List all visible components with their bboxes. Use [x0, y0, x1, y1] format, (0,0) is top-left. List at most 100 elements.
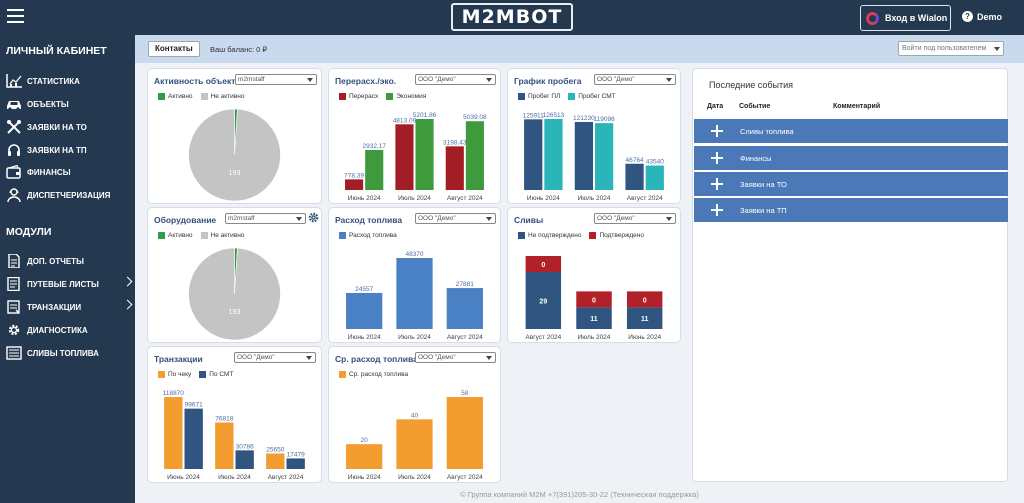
sidebar-item-label: ЗАЯВКИ НА ТО: [27, 122, 87, 132]
event-row-maintenance[interactable]: Заявки на ТО: [694, 172, 1008, 196]
fuel-company-select[interactable]: ООО "Демо": [415, 213, 496, 224]
bar-value-label: 5201.86: [413, 112, 437, 119]
bar-value-label: 121230: [573, 115, 595, 122]
plus-icon[interactable]: [711, 125, 723, 137]
column-header-comment: Комментарий: [833, 103, 881, 110]
activity-pie-chart: 193: [188, 108, 281, 202]
legend-item[interactable]: Не активно: [200, 93, 244, 100]
menu-icon[interactable]: [7, 9, 24, 23]
chevron-down-icon: [296, 217, 302, 221]
legend-item[interactable]: По СМТ: [199, 371, 233, 378]
select-value: ООО "Демо": [418, 215, 456, 222]
settings-gear-icon[interactable]: [308, 212, 319, 223]
contacts-button[interactable]: Контакты: [148, 41, 200, 57]
chevron-down-icon: [666, 217, 672, 221]
overspend-company-select[interactable]: ООО "Демо": [415, 74, 496, 85]
bar-value-label: 126513: [543, 112, 565, 119]
bar: [365, 149, 384, 190]
bar: [346, 292, 383, 329]
avg-fuel-company-select[interactable]: ООО "Демо": [415, 352, 496, 363]
legend-item[interactable]: Пробег ПЛ: [518, 93, 560, 100]
chart-legend: По чеку По СМТ: [158, 371, 233, 378]
legend-item[interactable]: Активно: [158, 232, 193, 239]
legend-label: Ср. расход топлива: [349, 371, 409, 378]
wialon-login-button[interactable]: Вход в Wialon: [860, 5, 951, 31]
sidebar-item-support[interactable]: ЗАЯВКИ НА ТП: [6, 141, 135, 159]
legend-item[interactable]: По чеку: [158, 371, 191, 378]
bar-value-label: 76818: [215, 415, 233, 422]
fuel-card: Расход топлива ООО "Демо" Расход топлива…: [328, 207, 501, 343]
bar-label: 11: [641, 316, 649, 323]
login-as-user-select[interactable]: Войти под пользователем: [898, 41, 1004, 56]
sidebar-item-finance[interactable]: ФИНАНСЫ: [6, 163, 135, 181]
equipment-pie-chart: 193: [188, 247, 281, 341]
bar-confirmed: [525, 256, 562, 272]
diagnostics-gear-icon: [8, 324, 20, 336]
sidebar-item-diagnostics[interactable]: ДИАГНОСТИКА: [6, 321, 135, 339]
transactions-company-select[interactable]: ООО "Демо": [234, 352, 316, 363]
fuel-drain-icon: [6, 346, 22, 360]
equipment-company-select[interactable]: m2mstaff: [225, 213, 306, 224]
bar-confirmed: [576, 291, 612, 308]
activity-card: Активность объекто m2mstaff Активно Не а…: [147, 68, 322, 204]
sidebar-item-reports[interactable]: ДОП. ОТЧЕТЫ: [6, 252, 135, 270]
legend-item[interactable]: Перерасх: [339, 93, 378, 100]
sidebar-item-label: ЗАЯВКИ НА ТП: [27, 145, 87, 155]
legend-item[interactable]: Подтверждено: [589, 232, 644, 239]
sidebar-item-maintenance[interactable]: ЗАЯВКИ НА ТО: [6, 118, 135, 136]
user-menu[interactable]: ? Demo: [962, 11, 1002, 22]
activity-company-select[interactable]: m2mstaff: [235, 74, 317, 85]
event-row-finance[interactable]: Финансы: [694, 146, 1008, 170]
legend-item[interactable]: Экономия: [386, 93, 426, 100]
fuel-bar-chart: 24557 Июнь 2024 48370 Июль 2024 27881 Август …: [346, 251, 483, 341]
event-row-fuel-drains[interactable]: Сливы топлива: [694, 119, 1008, 143]
category-label: Июнь 2024: [628, 334, 661, 341]
legend-swatch: [158, 371, 165, 378]
sidebar-item-statistics[interactable]: СТАТИСТИКА: [6, 72, 135, 90]
legend-swatch: [589, 232, 597, 239]
plus-icon[interactable]: [711, 152, 723, 164]
bar: [595, 123, 614, 190]
bar: [346, 444, 383, 469]
event-label: Заявки на ТО: [740, 179, 787, 189]
legend-item[interactable]: Расход топлива: [339, 232, 397, 239]
bar-value-label: 30786: [236, 443, 254, 450]
legend-item[interactable]: Ср. расход топлива: [339, 371, 408, 378]
waybill-icon: [7, 277, 20, 291]
recent-events-panel: Последние события Дата Событие Комментар…: [692, 68, 1008, 482]
bar-value-label: 2932.17: [362, 143, 386, 150]
bar: [645, 165, 664, 190]
mileage-company-select[interactable]: ООО "Демо": [594, 74, 676, 85]
bar: [465, 121, 484, 190]
bar-unconfirmed: [626, 307, 663, 329]
category-label: Июль 2024: [578, 195, 611, 202]
drains-company-select[interactable]: ООО "Демо": [594, 213, 676, 224]
card-title: Оборудование: [154, 215, 217, 225]
bar-confirmed: [626, 291, 663, 308]
pie-slice: [188, 247, 281, 341]
legend-label: Активно: [168, 93, 193, 100]
sidebar-item-fuel-drains[interactable]: СЛИВЫ ТОПЛИВА: [6, 344, 135, 362]
legend-item[interactable]: Активно: [158, 93, 193, 100]
wialon-login-label: Вход в Wialon: [885, 13, 948, 23]
sidebar-item-transactions[interactable]: ТРАНЗАКЦИИ: [6, 298, 135, 316]
plus-icon[interactable]: [711, 178, 723, 190]
legend-item[interactable]: Не активно: [200, 232, 244, 239]
info-bar: Контакты Ваш баланс: 0 ₽ Войти под польз…: [135, 35, 1024, 63]
event-label: Заявки на ТП: [740, 205, 787, 215]
legend-label: Пробег СМТ: [578, 93, 616, 100]
help-icon[interactable]: ?: [962, 11, 973, 22]
sidebar-item-objects[interactable]: ОБЪЕКТЫ: [6, 95, 135, 113]
legend-item[interactable]: Не подтверждено: [518, 232, 581, 239]
event-row-support[interactable]: Заявки на ТП: [694, 198, 1008, 222]
bar: [164, 397, 183, 469]
sidebar-item-dispatch[interactable]: ДИСПЕТЧЕРИЗАЦИЯ: [6, 186, 135, 204]
pie-slice-label: 193: [229, 309, 241, 316]
legend-item[interactable]: Пробег СМТ: [568, 93, 616, 100]
sidebar-item-waybills[interactable]: ПУТЕВЫЕ ЛИСТЫ: [6, 275, 135, 293]
select-value: ООО "Демо": [597, 215, 635, 222]
avg-fuel-bar-chart: 20 Июнь 2024 40 Июль 2024 58 Август 2024: [346, 390, 483, 481]
plus-icon[interactable]: [711, 204, 723, 216]
bar: [396, 419, 433, 469]
